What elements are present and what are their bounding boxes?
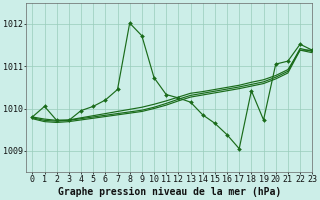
X-axis label: Graphe pression niveau de la mer (hPa): Graphe pression niveau de la mer (hPa) xyxy=(58,187,281,197)
